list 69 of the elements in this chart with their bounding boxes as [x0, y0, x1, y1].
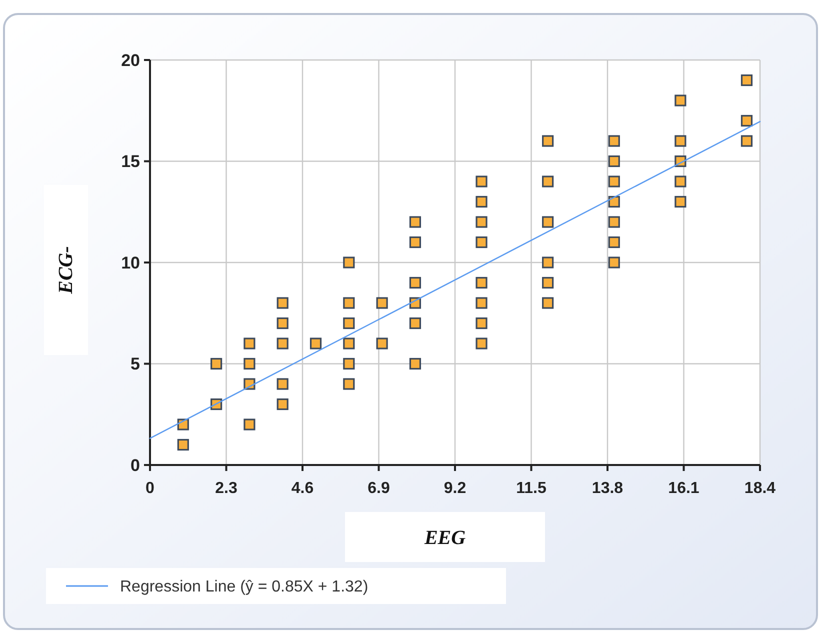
- x-tick-label: 13.8: [592, 480, 624, 497]
- point: [210, 358, 222, 370]
- x-tick-label: 4.6: [291, 480, 314, 497]
- point: [476, 276, 488, 289]
- point: [376, 338, 388, 350]
- point: [608, 236, 620, 248]
- y-tick-label: 10: [121, 253, 140, 272]
- point: [542, 135, 554, 147]
- y-axis-title: ECG-: [55, 246, 77, 295]
- point: [542, 176, 554, 188]
- point: [476, 338, 488, 350]
- x-axis-title: EEG: [423, 527, 466, 549]
- point: [740, 114, 753, 127]
- point: [476, 176, 488, 188]
- point: [476, 196, 488, 208]
- point: [343, 297, 355, 309]
- point: [343, 358, 355, 370]
- point: [476, 216, 488, 228]
- point: [177, 438, 189, 451]
- point: [740, 74, 753, 86]
- y-tick-label: 0: [130, 456, 140, 475]
- point: [608, 176, 620, 188]
- point: [476, 297, 488, 309]
- point: [409, 317, 422, 330]
- point: [608, 155, 620, 168]
- point: [409, 276, 422, 289]
- x-tick-label: 6.9: [368, 480, 390, 497]
- point: [476, 236, 488, 248]
- point: [542, 276, 554, 289]
- point: [542, 297, 554, 309]
- x-tick-label: 18.4: [744, 480, 776, 497]
- point: [409, 358, 422, 370]
- point: [674, 94, 686, 106]
- x-tick-label: 9.2: [444, 480, 466, 497]
- point: [542, 216, 554, 228]
- point: [343, 256, 355, 268]
- point: [674, 176, 686, 188]
- x-tick-label: 0: [146, 480, 155, 497]
- point: [409, 216, 422, 228]
- point: [409, 236, 422, 248]
- point: [376, 297, 388, 309]
- point: [674, 135, 686, 147]
- point: [343, 317, 355, 330]
- point: [276, 338, 288, 350]
- point: [244, 358, 256, 370]
- y-tick-label: 5: [130, 354, 140, 374]
- x-tick-label: 16.1: [668, 480, 700, 497]
- point: [244, 338, 256, 350]
- x-tick-label: 2.3: [215, 480, 238, 497]
- point: [608, 216, 620, 228]
- point: [276, 317, 288, 330]
- point: [608, 196, 620, 208]
- point: [343, 378, 355, 390]
- point: [608, 135, 620, 147]
- point: [276, 297, 288, 309]
- point: [476, 317, 488, 330]
- point: [608, 256, 620, 268]
- point: [276, 378, 288, 390]
- point: [244, 418, 256, 430]
- legend-label: Regression Line (ŷ = 0.85X + 1.32): [120, 578, 368, 596]
- y-tick-label: 20: [121, 50, 140, 70]
- point: [343, 338, 355, 350]
- point: [740, 135, 753, 147]
- point: [276, 398, 288, 410]
- point: [542, 256, 554, 268]
- x-tick-label: 11.5: [516, 480, 546, 497]
- point: [310, 338, 322, 350]
- point: [674, 196, 686, 208]
- y-tick-label: 15: [121, 152, 140, 172]
